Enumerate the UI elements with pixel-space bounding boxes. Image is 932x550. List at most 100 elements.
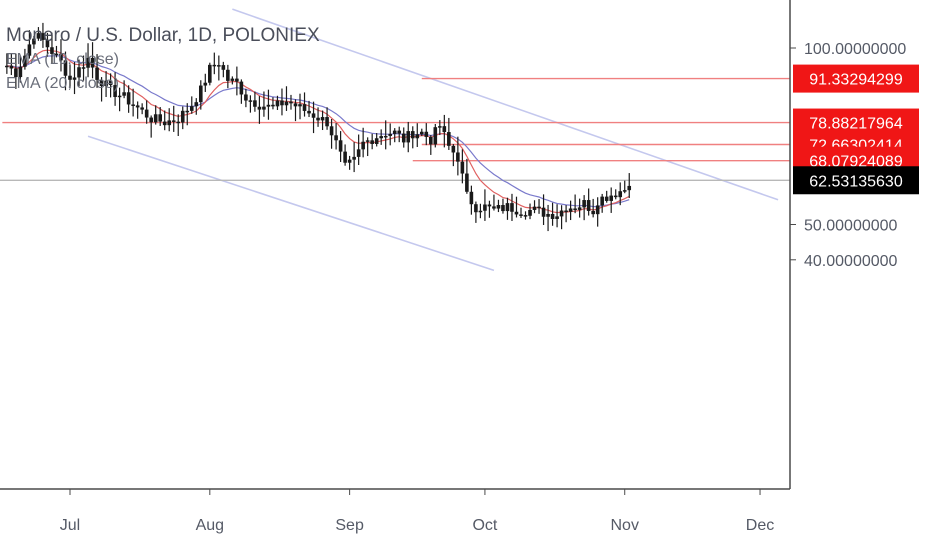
- candle-body: [144, 109, 149, 118]
- candle-body: [194, 102, 199, 107]
- candle-body: [320, 117, 325, 121]
- axes: [0, 0, 791, 490]
- candle-body: [419, 131, 424, 135]
- candle-body: [374, 138, 379, 144]
- level-tag-0-box: [793, 64, 919, 93]
- last-price-tag-box: [793, 166, 919, 195]
- candle-body: [577, 207, 582, 210]
- candle-body: [113, 85, 117, 97]
- candle-body: [68, 75, 72, 80]
- candle-body: [203, 82, 208, 86]
- candle-body: [568, 208, 573, 212]
- candle-body: [496, 205, 501, 209]
- candle-body: [392, 130, 397, 134]
- candle-body: [275, 100, 280, 107]
- candle-body: [244, 94, 248, 101]
- candle-body: [280, 100, 284, 106]
- candle-body: [32, 38, 36, 45]
- horizontal-levels: [0, 77, 790, 181]
- candle-body: [208, 64, 212, 83]
- ema-20-line: [6, 55, 630, 208]
- level-tag-0-label: 91.33294299: [809, 72, 903, 89]
- candle-body: [401, 133, 406, 143]
- candle-body: [50, 47, 54, 54]
- candle-body: [465, 173, 469, 192]
- candle-body: [158, 114, 162, 122]
- candle-body: [343, 151, 347, 163]
- candle-body: [456, 152, 460, 162]
- candle-body: [365, 140, 370, 142]
- candle-body: [316, 117, 320, 121]
- candle-body: [334, 135, 338, 141]
- time-tick-label-2: Sep: [335, 517, 364, 534]
- candle-body: [356, 149, 361, 157]
- candle-body: [487, 204, 492, 207]
- candle-body: [221, 65, 226, 70]
- candle-body: [510, 203, 514, 212]
- candle-body: [90, 57, 95, 68]
- candle-body: [171, 120, 176, 122]
- candle-body: [41, 33, 45, 40]
- candle-body: [122, 92, 126, 96]
- candle-body: [586, 200, 591, 211]
- candle-body: [135, 105, 140, 108]
- candle-body: [451, 145, 456, 153]
- candle-body: [424, 131, 429, 137]
- candle-body: [600, 196, 604, 206]
- price-tick-label-0: 100.00000000: [804, 41, 906, 58]
- candle-body: [537, 206, 541, 209]
- candle-body: [77, 67, 81, 78]
- candle-body: [338, 140, 343, 152]
- ema-10-legend[interactable]: EMA (10, close): [6, 51, 119, 68]
- time-tick-label-4: Nov: [611, 517, 639, 534]
- chart-legend: Monero / U.S. Dollar, 1D, POLONIEX EMA (…: [6, 24, 320, 96]
- candle-body: [541, 207, 546, 217]
- candle-body: [406, 131, 411, 143]
- candle-body: [532, 206, 537, 210]
- price-axis[interactable]: 100.00000000 50.00000000 40.00000000: [790, 41, 906, 270]
- candle-body: [433, 127, 438, 145]
- candle-body: [469, 191, 474, 205]
- candle-body: [99, 79, 104, 87]
- chart-title[interactable]: Monero / U.S. Dollar, 1D, POLONIEX: [6, 25, 320, 46]
- candle-body: [370, 140, 374, 144]
- trend-channel: [87, 8, 779, 272]
- candle-body: [289, 101, 293, 104]
- candle-body: [311, 113, 316, 118]
- candle-body: [198, 85, 203, 103]
- ema-20-legend[interactable]: EMA (20, close): [6, 75, 119, 92]
- channel-upper-line: [232, 8, 779, 201]
- candle-body: [63, 60, 68, 76]
- candle-body: [45, 39, 50, 48]
- candle-body: [18, 66, 23, 78]
- candle-body: [95, 67, 99, 80]
- candle-body: [131, 104, 135, 106]
- candle-body: [86, 57, 90, 68]
- candle-body: [266, 104, 271, 107]
- candle-body: [501, 205, 505, 212]
- channel-lower-line: [87, 135, 495, 272]
- candle-body: [189, 106, 194, 111]
- candle-body: [325, 117, 329, 127]
- candle-body: [262, 106, 266, 110]
- candle-body: [618, 191, 623, 198]
- candle-body: [239, 81, 244, 95]
- candle-body: [23, 55, 27, 67]
- candle-body: [388, 133, 393, 136]
- candle-body: [126, 92, 131, 105]
- time-axis[interactable]: Jul Aug Sep Oct Nov Dec: [60, 489, 774, 534]
- candle-body: [72, 77, 77, 80]
- candle-body: [627, 185, 632, 191]
- candle-body: [235, 78, 239, 82]
- candle-body: [167, 120, 172, 126]
- candle-body: [176, 121, 181, 124]
- candle-body: [415, 134, 420, 139]
- candle-body: [284, 101, 289, 106]
- candle-body: [410, 131, 415, 139]
- candle-body: [595, 205, 600, 215]
- time-tick-label-1: Aug: [196, 517, 224, 534]
- candle-body: [622, 190, 627, 192]
- candle-body: [492, 206, 496, 209]
- candle-body: [248, 100, 253, 102]
